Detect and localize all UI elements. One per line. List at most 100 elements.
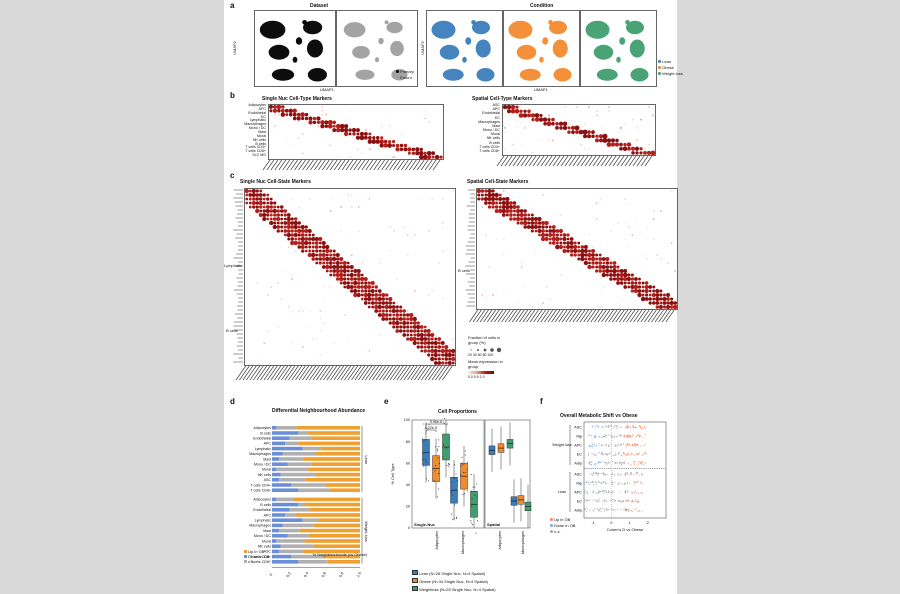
f-point [626,472,629,474]
dot [403,147,408,152]
dot [297,221,301,225]
tick-label-stub [569,309,579,323]
dot [272,224,277,230]
dot [505,200,510,206]
dot [285,113,289,117]
dot [353,141,355,143]
e-point [428,480,430,482]
dot [537,216,542,222]
dot [277,109,281,113]
umap-cluster [629,39,645,58]
f-point [636,472,638,474]
f-point [637,500,639,502]
c-right-row-bcells: B cells [458,268,470,273]
d-row-label: Mast [263,457,271,461]
dot [415,147,420,152]
f-point [639,426,641,428]
f-point [634,509,636,511]
f-point [598,492,600,494]
dot [426,150,432,156]
tick-label-stub [512,155,521,167]
tick-label-stub [322,159,330,171]
tick-label-stub [428,365,439,381]
tick-label-stub [410,365,422,381]
dot [644,281,649,285]
dot [395,305,399,309]
dot [256,282,259,284]
tick-label-stub [572,155,581,167]
f-point [621,501,623,503]
f-point [606,454,608,456]
c-left-title: Single Nuc Cell-State Markers [240,179,311,185]
dot [423,349,427,353]
dot [343,277,347,281]
f-point [641,427,644,429]
dot [606,138,612,143]
tick-label-stub [428,159,437,171]
dot [422,154,428,160]
f-point [626,454,628,456]
dot [595,253,599,257]
f-point [622,452,624,455]
dot [609,261,613,265]
dot [312,120,317,125]
f-point [628,462,630,465]
dot [325,261,329,265]
dot [530,213,534,217]
dot [523,213,528,217]
f-point [594,443,596,445]
dot [300,116,305,121]
bar-ns [287,534,310,538]
row-label: T cells CD4+ [245,145,266,150]
e-point [470,522,472,524]
f-point [584,509,586,511]
dot [502,104,508,110]
dot [423,151,427,155]
f-point [634,427,637,429]
f-group-label: Lean [558,490,566,494]
dot [291,274,293,276]
tick-label-stub [472,309,482,323]
f-point [618,500,621,502]
f-point [600,445,602,447]
dot [430,353,434,357]
e-point [456,480,458,482]
umap-primary [254,10,336,87]
e-point [437,457,439,459]
f-point [627,453,629,455]
f-point [613,510,615,512]
dot [276,209,280,213]
dot [368,198,371,200]
f-point [632,501,634,503]
f-point [598,499,600,501]
dot [612,273,617,277]
tick-label-stub [579,309,589,323]
dot [381,292,386,298]
dot [392,144,396,147]
f-point [594,481,597,483]
legend-expr-bar [468,371,494,374]
tick-label-stub [596,155,605,167]
dot [286,232,291,238]
dot [322,261,326,265]
f-point [635,481,637,484]
f-point [593,508,595,510]
e-point [452,518,454,520]
bar-up [304,502,360,507]
dot [416,345,420,349]
dot [335,261,340,265]
dot [402,313,406,317]
dot [602,269,606,273]
d-row-label: Lymphatic [255,447,271,451]
e-point [423,440,425,442]
dot [512,152,514,154]
f-point [633,445,635,447]
f-point [599,461,601,463]
tick-label-stub [519,309,529,323]
dot [305,326,307,328]
tick-label-stub [302,365,313,381]
f-point [595,473,597,475]
f-point [612,509,614,511]
bar-ns [282,452,316,456]
dot [395,317,399,321]
